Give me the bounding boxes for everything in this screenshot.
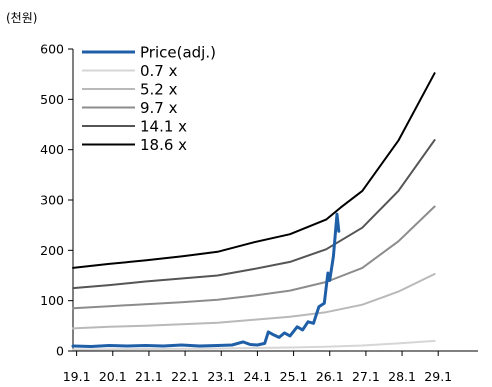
x-tick-label: 25.1 <box>280 369 308 384</box>
series-line-band-2 <box>72 273 436 330</box>
x-tick-label: 27.1 <box>352 369 380 384</box>
y-tick-label: 300 <box>40 193 64 208</box>
series-line-band-4 <box>72 139 436 290</box>
legend-label: 0.7 x <box>140 62 178 80</box>
x-tick-label: 22.1 <box>171 369 199 384</box>
y-tick-label: 400 <box>40 142 64 157</box>
legend-label: 5.2 x <box>140 81 178 99</box>
x-tick-label: 26.1 <box>316 369 344 384</box>
series-group <box>71 72 436 351</box>
x-tick-label: 20.1 <box>99 369 127 384</box>
series-line-band-1 <box>72 339 436 351</box>
y-tick-label: 100 <box>40 293 64 308</box>
x-tick-label: 29.1 <box>424 369 452 384</box>
x-tick-label: 24.1 <box>243 369 271 384</box>
legend-label: 14.1 x <box>140 118 187 136</box>
x-tick-label: 21.1 <box>135 369 163 384</box>
axes: 0 100 200 300 400 500 600 19.1 20.1 21.1 22.1 23.1 2… <box>40 42 478 384</box>
y-tick-label: 0 <box>56 344 64 359</box>
unit-label: (천원) <box>6 10 37 25</box>
x-tick-label: 28.1 <box>388 369 416 384</box>
y-tick-label: 200 <box>40 243 64 258</box>
series-line-band-3 <box>72 205 436 310</box>
y-tick-label: 600 <box>40 42 64 57</box>
x-tick-label: 23.1 <box>207 369 235 384</box>
legend-label: 9.7 x <box>140 99 178 117</box>
x-tick-label: 19.1 <box>63 369 91 384</box>
legend-label: Price(adj.) <box>140 44 216 62</box>
legend-label: 18.6 x <box>140 136 187 154</box>
series-line-price <box>71 212 341 348</box>
y-tick-label: 500 <box>40 92 64 107</box>
series-line-band-5 <box>72 72 436 269</box>
legend: Price(adj.)0.7 x5.2 x9.7 x14.1 x18.6 x <box>82 44 216 154</box>
